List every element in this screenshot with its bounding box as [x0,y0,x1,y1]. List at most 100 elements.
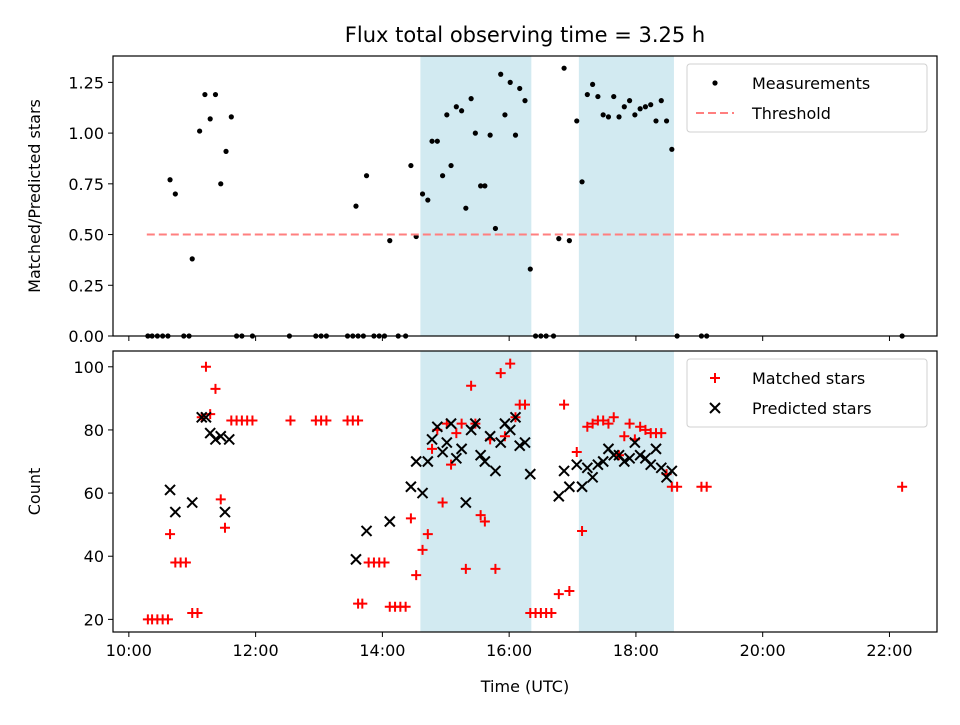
x-tick-label: 14:00 [359,641,405,660]
matched-star-point [505,358,516,369]
predicted-star-point [360,525,373,537]
predicted-star-point [441,436,453,449]
predicted-star-point [215,430,227,442]
measurement-point [642,104,649,110]
matched-star-point [215,494,226,505]
measurement-point [353,203,359,209]
matched-star-point [411,570,422,581]
measurement-point [616,114,622,120]
measurement-point [440,173,446,179]
measurement-point [611,93,617,100]
predicted-star-point [410,455,422,468]
matched-star-point [701,481,712,492]
measurement-point [653,118,659,124]
measurement-point [512,132,519,138]
matched-star-point [162,614,173,625]
matched-star-point [587,418,598,429]
measurement-point [387,238,393,244]
matched-star-point [437,497,448,508]
observing-window-span [578,351,674,632]
predicted-star-point [592,458,604,471]
top-panel-ratio: 0.00 0.25 0.50 0.75 1.00 1.25 Matched/Predicte… [25,55,938,346]
y-axis-label: Matched/Predicted stars [25,99,44,293]
predicted-star-point [416,487,429,499]
matched-star-point [219,522,230,533]
y-tick-label: 20 [84,610,104,629]
matched-star-point [490,563,501,574]
predicted-star-point [563,481,576,493]
measurement-point [527,266,533,272]
series-measurements [145,65,905,339]
measurement-point [482,183,488,189]
predicted-star-point [489,465,502,477]
matched-star-point [460,563,471,574]
predicted-star-point [645,458,657,471]
legend: Matched stars Predicted stars [686,358,928,428]
predicted-star-point [509,411,522,424]
y-tick-label: 0.75 [68,175,104,194]
matched-star-point [582,421,593,432]
predicted-star-point [558,465,570,477]
matched-star-point [672,481,683,492]
predicted-star-point [474,449,487,461]
predicted-star-point [384,515,396,528]
observing-window-span [420,56,532,336]
matched-star-point [559,399,570,410]
predicted-star-point [422,455,434,468]
predicted-star-point [469,417,482,430]
matched-star-point [379,557,390,568]
predicted-star-point [650,443,662,455]
matched-star-point [192,608,203,619]
matched-star-point [466,380,477,391]
matched-star-point [897,481,908,492]
matched-star-point [285,415,296,426]
matched-star-point [479,516,490,527]
measurement-point [595,93,601,100]
matched-star-point [553,589,564,600]
measurement-point [574,118,580,124]
measurement-point [561,65,567,71]
predicted-star-point [484,430,496,442]
predicted-star-point [455,443,468,455]
predicted-star-point [169,506,182,518]
matched-star-point [417,544,428,555]
measurement-point [172,191,178,197]
predicted-star-point [479,455,491,468]
measurement-point [663,118,670,124]
legend-label: Matched stars [752,369,865,388]
measurement-point [167,177,173,183]
observing-window-span [578,56,674,336]
measurement-point [556,236,562,242]
measurement-point [658,98,664,104]
measurement-point [487,132,493,138]
predicted-star-point [494,436,507,449]
observing-window-span [420,351,532,632]
legend-marker-x [709,402,721,414]
legend-marker-dot [712,80,718,86]
matched-star-point [564,585,575,596]
measurement-point [522,98,528,104]
measurement-point [228,114,234,120]
matched-star-point [210,383,221,394]
measurement-point [648,102,654,108]
legend: Measurements Threshold [686,63,928,133]
predicted-star-point [219,506,231,518]
matched-star-point [603,418,614,429]
matched-star-point [608,412,619,423]
x-tick-label: 20:00 [740,641,786,660]
matched-star-point [353,415,364,426]
measurement-point [478,183,484,189]
predicted-star-point [629,436,641,449]
measurement-point [566,238,572,244]
y-axis-label: Count [25,468,44,516]
measurement-point [621,104,627,110]
matched-star-point [635,421,646,432]
predicted-star-point [504,424,516,436]
measurement-point [600,112,606,118]
measurement-point [434,138,440,144]
predicted-star-point [581,462,594,474]
x-tick-label: 16:00 [486,641,532,660]
matched-star-point [619,431,630,442]
matched-star-point [624,418,635,429]
